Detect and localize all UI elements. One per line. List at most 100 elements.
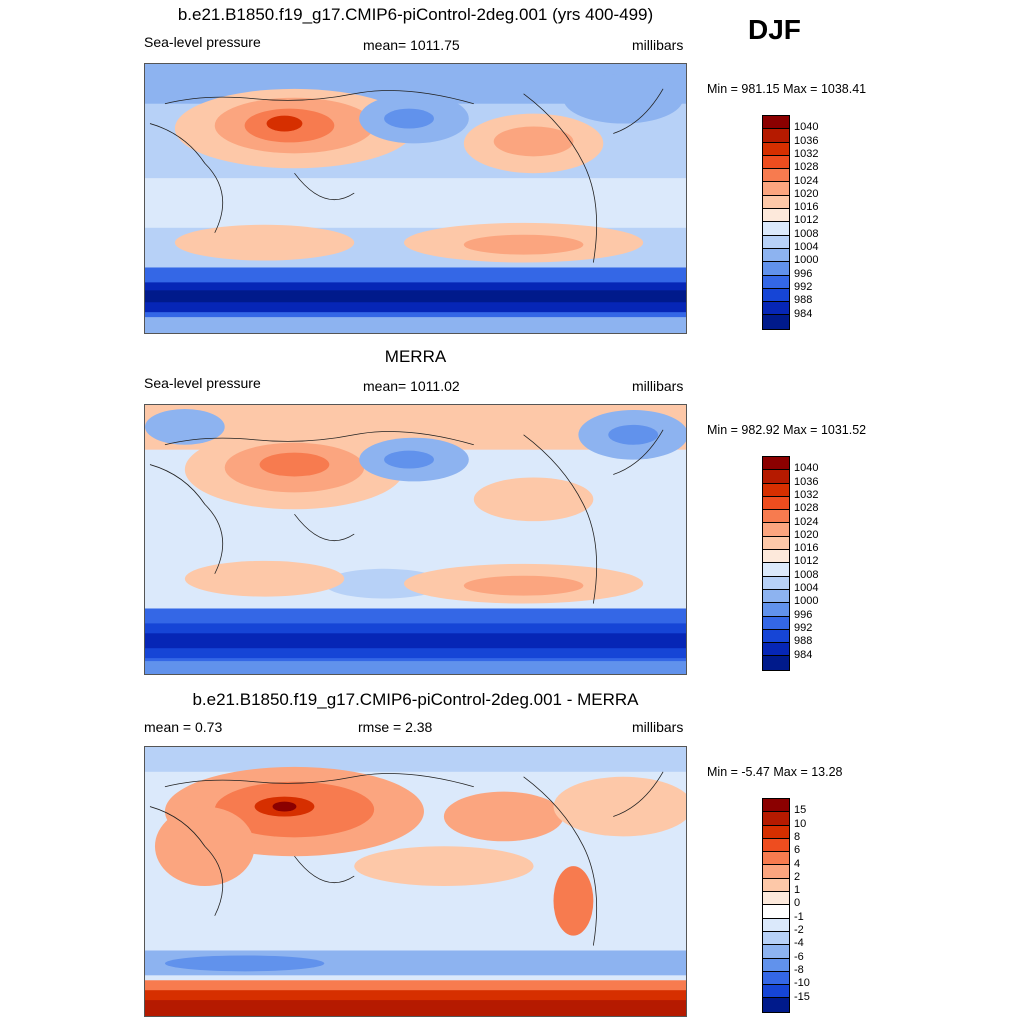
colorbar-tick-label: 6	[794, 844, 801, 857]
colorbar-swatch	[763, 116, 789, 130]
colorbar-tick-label: 10	[794, 817, 807, 830]
colorbar-swatch	[763, 629, 789, 644]
panel-1-units-label: millibars	[632, 37, 684, 53]
colorbar-swatch	[763, 182, 789, 196]
colorbar-swatch	[763, 603, 789, 617]
colorbar-swatch	[763, 878, 789, 893]
colorbar-swatch	[763, 825, 789, 839]
colorbar-tick-label: 2	[794, 870, 801, 883]
colorbar-swatch	[763, 523, 789, 537]
colorbar-tick-label: 1040	[794, 121, 819, 134]
panel-1-map	[144, 63, 687, 334]
colorbar-tick-label: 996	[794, 608, 813, 621]
colorbar-swatch	[763, 275, 789, 289]
colorbar-tick-label: 992	[794, 280, 813, 293]
colorbar-swatch	[763, 799, 789, 813]
colorbar-tick-label: 984	[794, 648, 813, 661]
colorbar-tick-label: 1004	[794, 241, 819, 253]
colorbar-tick-label: 1028	[794, 502, 819, 515]
colorbar-tick-label: 1012	[794, 555, 819, 568]
panel-2-variable-label: Sea-level pressure	[144, 375, 261, 391]
colorbar-tick-label: 1028	[794, 161, 819, 174]
colorbar-swatch	[763, 838, 789, 853]
panel-3-title: b.e21.B1850.f19_g17.CMIP6-piControl-2deg…	[192, 690, 639, 709]
colorbar-tick-label: 1000	[794, 595, 819, 608]
panel-2-mean-label: mean= 1011.02	[363, 378, 460, 394]
colorbar-swatch	[763, 550, 789, 564]
colorbar-tick-label: -4	[794, 937, 804, 950]
colorbar-swatch	[763, 470, 789, 484]
colorbar-swatch	[763, 905, 789, 919]
panel-2-title: MERRA	[384, 347, 447, 366]
panel-1-colorbar	[762, 115, 790, 330]
colorbar-tick-label: 1000	[794, 254, 819, 267]
colorbar-swatch	[763, 155, 789, 170]
colorbar-swatch	[763, 865, 789, 879]
colorbar-swatch	[763, 510, 789, 524]
colorbar-swatch	[763, 288, 789, 303]
colorbar-swatch	[763, 656, 789, 670]
colorbar-swatch	[763, 457, 789, 471]
colorbar-tick-label: 1020	[794, 187, 819, 200]
panel-2-colorbar	[762, 456, 790, 671]
colorbar-tick-label: 1032	[794, 147, 819, 160]
colorbar-tick-label: 1040	[794, 462, 819, 475]
colorbar-tick-label: 1024	[794, 515, 819, 528]
colorbar-swatch	[763, 812, 789, 826]
colorbar-swatch	[763, 262, 789, 276]
colorbar-swatch	[763, 496, 789, 511]
season-label: DJF	[748, 14, 801, 45]
panel-1-title: b.e21.B1850.f19_g17.CMIP6-piControl-2deg…	[177, 5, 654, 24]
colorbar-swatch	[763, 931, 789, 946]
colorbar-swatch	[763, 142, 789, 156]
colorbar-tick-label: 996	[794, 267, 813, 280]
merra-slp-map	[145, 405, 686, 674]
panel-3-minmax: Min = -5.47 Max = 13.28	[707, 765, 843, 779]
colorbar-tick-label: 1008	[794, 568, 819, 581]
colorbar-swatch	[763, 958, 789, 972]
colorbar-tick-label: 1016	[794, 542, 819, 555]
colorbar-swatch	[763, 616, 789, 630]
colorbar-tick-label: -1	[794, 910, 804, 923]
colorbar-swatch	[763, 563, 789, 577]
colorbar-tick-label: 4	[794, 857, 801, 870]
panel-2-minmax: Min = 982.92 Max = 1031.52	[707, 423, 867, 437]
colorbar-tick-label: -15	[794, 990, 810, 1003]
colorbar-tick-label: 0	[794, 897, 801, 910]
colorbar-swatch	[763, 235, 789, 249]
colorbar-swatch	[763, 971, 789, 986]
panel-1-minmax: Min = 981.15 Max = 1038.41	[707, 82, 867, 96]
colorbar-swatch	[763, 643, 789, 657]
colorbar-tick-label: 1	[794, 884, 801, 897]
colorbar-tick-label: 15	[794, 804, 807, 817]
panel-3-mean-label: mean = 0.73	[144, 719, 223, 735]
colorbar-tick-label: 1016	[794, 201, 819, 214]
colorbar-swatch	[763, 998, 789, 1012]
panel-1-mean-label: mean= 1011.75	[363, 37, 460, 53]
colorbar-tick-label: 1008	[794, 227, 819, 240]
difference-slp-map	[145, 747, 686, 1016]
colorbar-tick-label: -6	[794, 950, 804, 963]
colorbar-swatch	[763, 985, 789, 999]
model-slp-map	[145, 64, 686, 333]
colorbar-swatch	[763, 852, 789, 866]
colorbar-tick-label: 1004	[794, 582, 819, 594]
colorbar-swatch	[763, 536, 789, 551]
colorbar-swatch	[763, 483, 789, 497]
panel-3-map	[144, 746, 687, 1017]
colorbar-swatch	[763, 918, 789, 932]
colorbar-tick-label: -10	[794, 977, 810, 990]
colorbar-swatch	[763, 248, 789, 263]
colorbar-tick-label: 8	[794, 830, 801, 843]
colorbar-swatch	[763, 222, 789, 236]
colorbar-tick-label: 1024	[794, 174, 819, 187]
panel-1-variable-label: Sea-level pressure	[144, 34, 261, 50]
colorbar-swatch	[763, 315, 789, 329]
colorbar-tick-label: -2	[794, 924, 804, 936]
colorbar-tick-label: 1012	[794, 214, 819, 227]
colorbar-tick-label: 1020	[794, 528, 819, 541]
colorbar-swatch	[763, 302, 789, 316]
colorbar-tick-label: -8	[794, 963, 804, 976]
colorbar-swatch	[763, 129, 789, 143]
colorbar-tick-label: 1032	[794, 488, 819, 501]
